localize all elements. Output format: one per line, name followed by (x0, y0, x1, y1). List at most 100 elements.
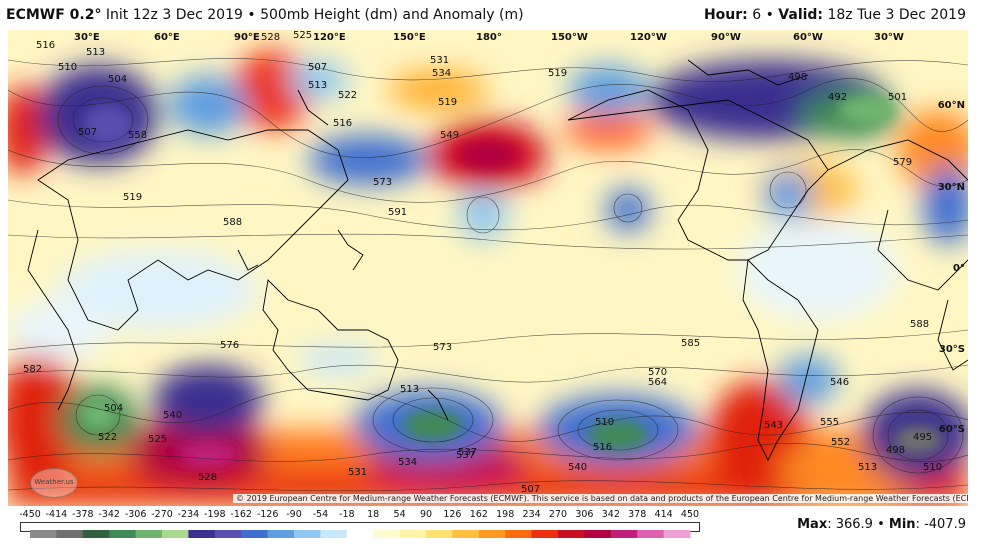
contour-label: 519 (438, 97, 457, 108)
lon-label: 60°W (793, 32, 823, 43)
colorbar-swatch (399, 530, 427, 538)
contour-label: 516 (36, 40, 55, 51)
contour-label: 513 (86, 47, 105, 58)
colorbar-tick-label: -126 (256, 509, 279, 520)
contour-label: 525 (293, 30, 312, 41)
contour-label: 576 (220, 340, 239, 351)
lon-label: 120°E (313, 32, 346, 43)
lon-label: 150°W (551, 32, 588, 43)
colorbar-swatch (214, 530, 242, 538)
colorbar-swatch (373, 530, 401, 538)
colorbar-tick-label: 414 (654, 509, 673, 520)
lat-label: 0° (953, 263, 965, 274)
anomaly-colorbar (20, 522, 700, 538)
colorbar-swatch (452, 530, 480, 538)
colorbar-tick-label: -234 (177, 509, 200, 520)
contour-value-labels: 516 513 510 504 507 528 525 519 531 534 … (23, 30, 942, 495)
contour-label: 519 (548, 68, 567, 79)
lon-label: 90°W (711, 32, 741, 43)
contour-label: 519 (123, 192, 142, 203)
colorbar-swatch (241, 530, 269, 538)
min-value: -407.9 (924, 517, 966, 532)
contour-label: 525 (148, 434, 167, 445)
lat-label: 60°S (938, 424, 965, 435)
lat-label: 30°N (937, 182, 965, 193)
colorbar-swatch (610, 530, 638, 538)
lon-label: 90°E (234, 32, 260, 43)
contour-label: 510 (595, 417, 614, 428)
contour-label: 522 (98, 432, 117, 443)
valid-value: 18z Tue 3 Dec 2019 (827, 7, 966, 23)
colorbar-swatch (162, 530, 189, 538)
lat-label: 30°S (938, 344, 965, 355)
contour-label: 585 (681, 338, 700, 349)
weather-us-logo: Weather.us (30, 468, 78, 498)
degree-symbol: ° (94, 7, 102, 23)
contour-label: 573 (373, 177, 392, 188)
map-canvas: 516 513 510 504 507 528 525 519 531 534 … (8, 30, 968, 506)
lon-label: 60°E (154, 32, 180, 43)
contour-label: 501 (888, 92, 907, 103)
colorbar-swatch (188, 530, 216, 538)
colorbar-tick-label: -450 (19, 509, 41, 520)
contour-label: 552 (831, 437, 850, 448)
coastlines (27, 59, 968, 462)
colorbar-swatch (426, 530, 453, 538)
contour-label: 582 (23, 364, 42, 375)
contour-label: 510 (58, 62, 77, 73)
logo-text: Weather.us (34, 478, 74, 486)
colorbar-tick-label: -54 (312, 509, 329, 520)
contour-label: 573 (433, 342, 452, 353)
contour-label: 516 (333, 118, 352, 129)
colorbar-tick-label: 90 (419, 509, 433, 520)
product-name: 500mb Height (dm) and Anomaly (m) (260, 7, 524, 23)
colorbar-swatch (30, 530, 57, 538)
contour-label: 498 (886, 445, 905, 456)
contour-label: 522 (338, 90, 357, 101)
height-contours (8, 58, 968, 492)
colorbar-tick-label: -18 (339, 509, 355, 520)
contour-label: 513 (858, 462, 877, 473)
hour-label: Hour: (703, 7, 748, 23)
max-value: 366.9 (835, 517, 873, 532)
contour-label: 534 (398, 457, 417, 468)
colorbar-tick-label: 378 (628, 509, 647, 520)
contour-label: 492 (828, 92, 847, 103)
colorbar-swatch (267, 530, 295, 538)
separator-bullet-3: • (877, 517, 885, 532)
lat-label: 60°N (937, 100, 965, 111)
colorbar-swatch (558, 530, 585, 538)
colorbar-swatch (637, 530, 665, 538)
weather-map[interactable]: 516 513 510 504 507 528 525 519 531 534 … (8, 30, 968, 506)
max-min-readout: Max: 366.9 • Min: -407.9 (797, 517, 966, 532)
contour-label: 504 (108, 74, 127, 85)
colorbar-tick-label: 126 (443, 509, 462, 520)
colorbar-tick-label: -342 (98, 509, 120, 520)
colorbar-tick-label: -162 (230, 509, 252, 520)
colorbar-swatch (294, 530, 321, 538)
contour-label: 534 (432, 68, 451, 79)
colorbar-swatch (478, 530, 506, 538)
colorbar-swatch (135, 530, 163, 538)
title-bar: ECMWF 0.2° Init 12z 3 Dec 2019 • 500mb H… (0, 0, 984, 30)
contour-label: 507 (78, 127, 97, 138)
contour-label: 543 (764, 420, 783, 431)
colorbar-swatch (82, 530, 110, 538)
contour-label: 507 (308, 62, 327, 73)
colorbar-tick-label: -270 (151, 509, 173, 520)
colorbar-tick-label: 450 (680, 509, 700, 520)
colorbar-swatch (320, 530, 348, 538)
colorbar-tick-label: 162 (469, 509, 488, 520)
init-time: Init 12z 3 Dec 2019 (105, 7, 243, 23)
colorbar-tick-label: 18 (367, 509, 380, 520)
contour-label: 528 (198, 472, 217, 483)
colorbar-ticks: -450 -414 -378 -342 -306 -270 -234 -198 -162 -126… (19, 509, 700, 521)
contour-label: 549 (440, 130, 459, 141)
contour-label: 516 (593, 442, 612, 453)
colorbar-swatch (109, 530, 137, 538)
contour-label: 504 (104, 403, 123, 414)
lon-label: 120°W (630, 32, 667, 43)
contour-label: 528 (261, 32, 280, 43)
colorbar-tick-label: 54 (393, 509, 406, 520)
contour-label: 537 (456, 450, 475, 461)
